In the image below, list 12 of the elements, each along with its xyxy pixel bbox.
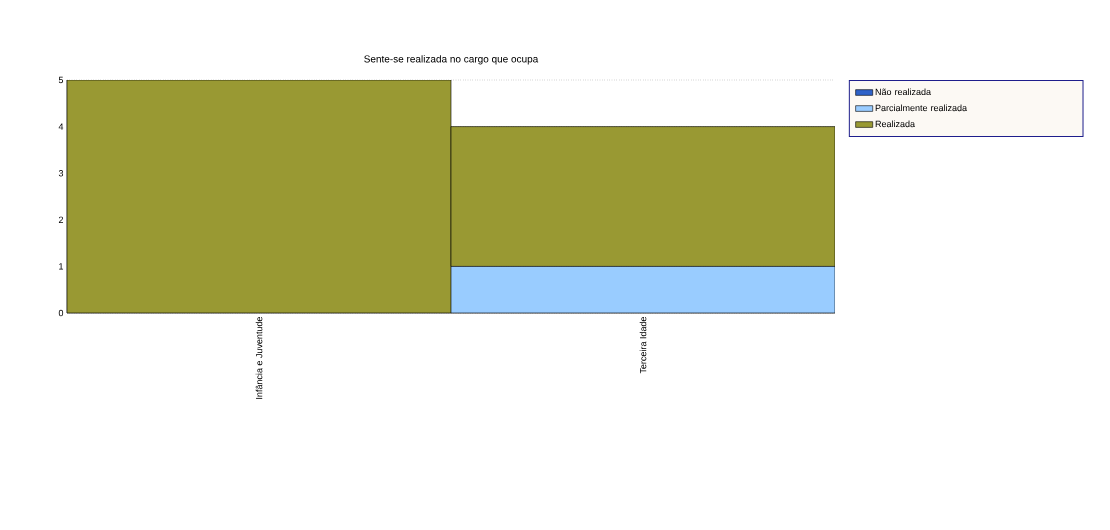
y-tick-label: 0	[58, 309, 64, 317]
y-tick-label: 2	[58, 216, 64, 223]
x-tick-label: Terceira Idade	[639, 316, 647, 374]
chart-title: Sente-se realizada no cargo que ocupa	[364, 55, 539, 65]
legend-label: Realizada	[875, 120, 916, 128]
x-tick-label: Infância e Juventude	[255, 316, 263, 399]
y-tick-label: 4	[58, 123, 64, 130]
legend-label: Não realizada	[875, 88, 932, 96]
y-tick-label: 5	[58, 76, 64, 84]
y-tick-label: 3	[58, 170, 64, 177]
legend-label: Parcialmente realizada	[875, 104, 968, 112]
y-tick-label: 1	[59, 263, 64, 270]
